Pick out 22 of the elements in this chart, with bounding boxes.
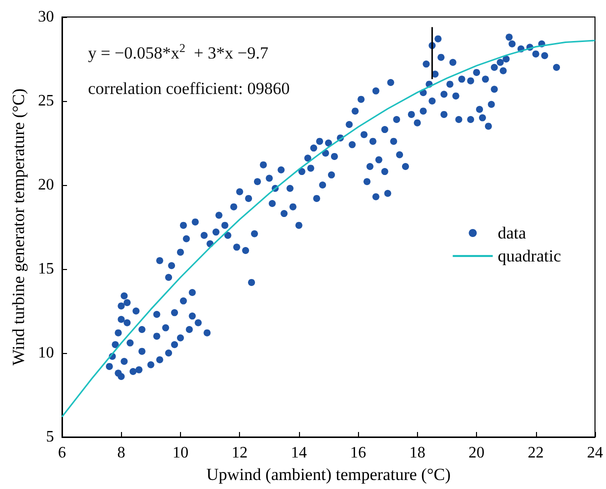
x-tick-label: 6 [58, 444, 66, 462]
y-tick-label: 10 [38, 344, 54, 362]
x-tick-label: 10 [172, 444, 188, 462]
x-tick-label: 20 [468, 444, 485, 462]
legend-label: data [498, 224, 527, 242]
y-tick-label: 15 [38, 260, 54, 278]
x-tick-label: 22 [528, 444, 544, 462]
x-tick-label: 8 [117, 444, 126, 462]
x-axis-title: Upwind (ambient) temperature (°C) [206, 464, 451, 484]
y-tick-label: 30 [38, 8, 54, 26]
y-tick-label: 5 [46, 428, 54, 446]
line-series [61, 40, 596, 418]
x-tick-label: 24 [587, 444, 603, 462]
y-tick-label: 20 [38, 176, 54, 194]
y-tick-label: 25 [38, 92, 54, 110]
legend-label: quadratic [498, 246, 562, 266]
x-tick-label: 16 [350, 444, 366, 462]
x-tick-label: 12 [232, 444, 248, 462]
x-tick-label: 18 [409, 444, 426, 462]
y-axis-title: Wind turbine generator temperature (°C) [9, 88, 28, 366]
annotation: correlation coefficient: 09860 [88, 79, 290, 98]
x-tick-label: 14 [290, 444, 307, 462]
